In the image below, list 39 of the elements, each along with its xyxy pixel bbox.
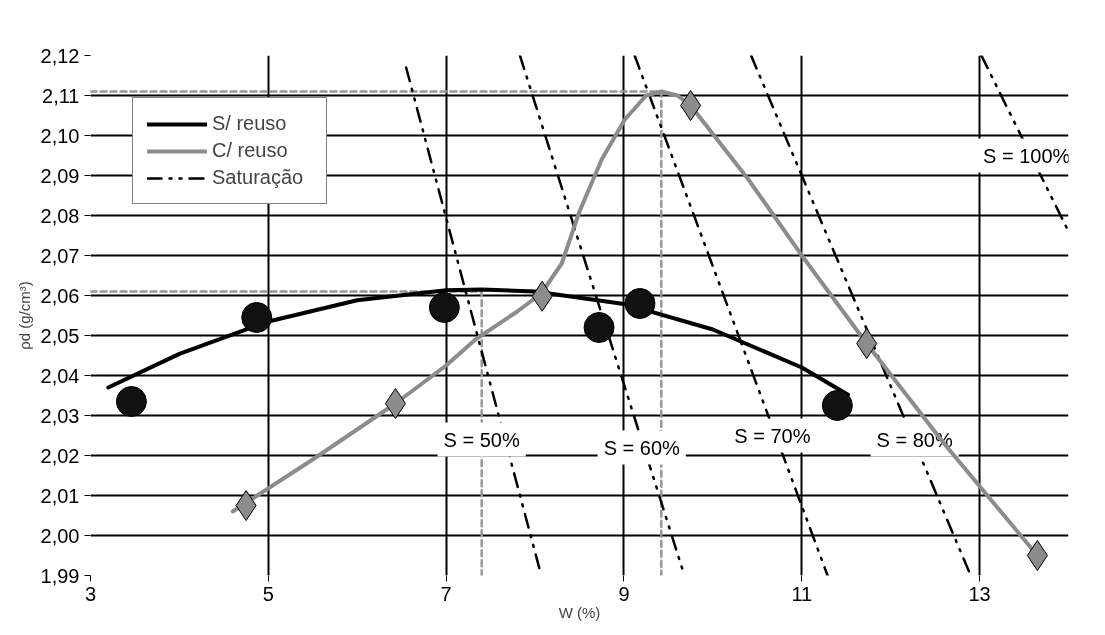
x-tick-label: 9 <box>618 582 630 605</box>
y-tick-label: 2,04 <box>40 364 80 387</box>
point <box>115 386 147 417</box>
y-tick-label: 2,08 <box>40 204 80 227</box>
y-axis-title: ρd (g/cm³) <box>15 281 33 350</box>
y-tick-label: 1,99 <box>40 564 80 587</box>
x-tick-label: 3 <box>84 582 97 605</box>
point <box>235 490 257 521</box>
point <box>821 390 853 421</box>
annotation: S = 50% <box>443 428 520 451</box>
y-tick-label: 2,02 <box>40 444 80 467</box>
y-tick-label: 2,09 <box>40 164 80 187</box>
x-tick-label: 7 <box>440 582 452 605</box>
y-tick-label: 2,12 <box>40 44 80 67</box>
y-tick-label: 2,05 <box>40 324 80 347</box>
point <box>624 288 656 319</box>
y-tick-label: 2,11 <box>42 84 80 107</box>
x-tick-label: 5 <box>262 582 274 605</box>
point <box>241 302 273 333</box>
y-tick-label: 2,10 <box>40 124 80 147</box>
point <box>583 312 615 343</box>
x-tick-label: 11 <box>791 582 813 605</box>
x-tick-label: 13 <box>968 582 991 605</box>
y-tick-label: 2,00 <box>40 524 80 547</box>
point <box>384 388 406 419</box>
point <box>1026 540 1048 571</box>
point <box>856 328 878 359</box>
x-axis-title: W (%) <box>558 603 601 621</box>
legend-label: S/ reuso <box>212 112 288 135</box>
point <box>428 292 460 323</box>
y-tick-label: 2,01 <box>40 484 80 507</box>
y-tick-label: 2,07 <box>40 244 80 267</box>
annotation: S = 60% <box>603 436 681 459</box>
legend-label: Saturação <box>212 166 305 189</box>
point <box>680 90 702 121</box>
y-tick-label: 2,06 <box>40 284 80 307</box>
y-tick-label: 2,03 <box>40 404 80 427</box>
annotation: S = 70% <box>734 424 811 447</box>
legend-label: C/ reuso <box>212 139 289 162</box>
